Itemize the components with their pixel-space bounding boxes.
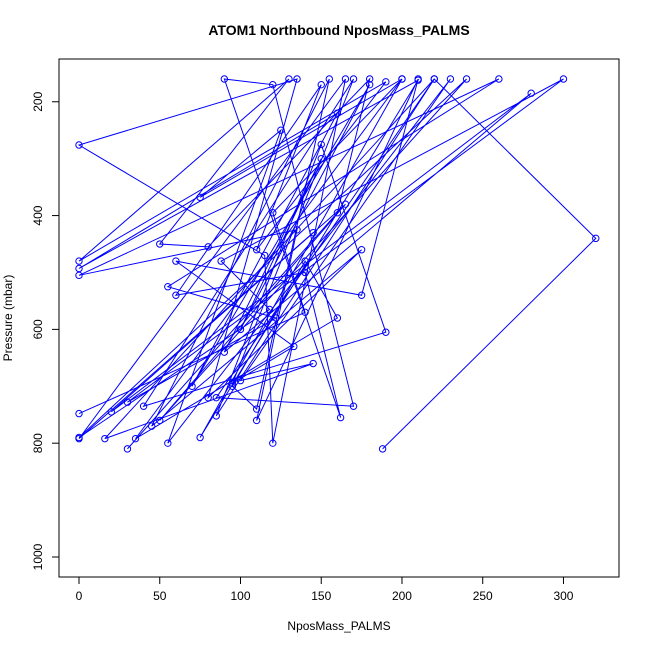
- data-point: [172, 291, 180, 299]
- data-point: [333, 314, 342, 322]
- data-point: [446, 75, 455, 83]
- data-point: [252, 416, 261, 425]
- y-tick-label: 1000: [31, 543, 45, 570]
- data-point: [101, 434, 109, 443]
- x-tick-label: 200: [392, 589, 412, 603]
- data-point: [269, 80, 277, 89]
- data-point: [336, 413, 345, 422]
- data-point: [123, 398, 132, 406]
- y-axis-label: Pressure (mbar): [1, 275, 15, 362]
- data-point: [592, 234, 600, 243]
- data-point: [204, 393, 212, 402]
- data-point: [277, 126, 285, 134]
- data-point: [147, 422, 156, 430]
- data-point: [317, 140, 325, 149]
- data-point: [139, 402, 148, 410]
- data-point: [196, 433, 204, 442]
- axes: 0 50 100 150 200 250 300 200 400 600 800 1000: [31, 58, 620, 603]
- data-point: [349, 402, 358, 410]
- data-point: [164, 439, 172, 447]
- series-group: [75, 75, 600, 453]
- data-point: [261, 251, 269, 260]
- data-point: [495, 75, 503, 83]
- x-tick-label: 100: [230, 589, 250, 603]
- data-point: [309, 359, 317, 368]
- x-axis-label: NposMass_PALMS: [287, 619, 390, 633]
- chart-title: ATOM1 Northbound NposMass_PALMS: [208, 22, 469, 38]
- data-point: [382, 328, 390, 336]
- series-line-2: [77, 77, 451, 450]
- data-point: [414, 75, 422, 83]
- data-point: [365, 80, 374, 89]
- y-tick-label: 800: [31, 433, 45, 453]
- data-point: [527, 89, 535, 97]
- data-point: [164, 283, 172, 291]
- data-point: [349, 75, 358, 83]
- data-point: [107, 408, 115, 416]
- y-tick-label: 400: [31, 205, 45, 225]
- data-point: [293, 75, 301, 83]
- data-point: [212, 393, 220, 402]
- data-point: [75, 141, 83, 149]
- data-point: [325, 75, 334, 83]
- data-point: [317, 154, 325, 163]
- y-tick-label: 200: [31, 91, 45, 111]
- x-tick-label: 300: [553, 589, 573, 603]
- data-point: [196, 193, 204, 202]
- data-point: [309, 228, 317, 237]
- data-point: [75, 271, 83, 280]
- data-point: [269, 439, 277, 447]
- data-point: [378, 445, 387, 453]
- x-tick-label: 250: [473, 589, 493, 603]
- data-point: [75, 257, 83, 265]
- y-tick-label: 600: [31, 319, 45, 339]
- data-point: [204, 243, 212, 251]
- data-point: [559, 75, 568, 83]
- data-point: [236, 325, 245, 334]
- data-point: [365, 75, 374, 83]
- data-point: [285, 75, 293, 83]
- data-point: [398, 75, 406, 83]
- x-tick-label: 50: [153, 589, 167, 603]
- x-tick-label: 150: [311, 589, 331, 603]
- plot-area: [75, 75, 600, 453]
- data-point: [301, 268, 309, 277]
- data-point: [220, 75, 229, 83]
- data-point: [462, 75, 471, 83]
- data-point: [156, 240, 164, 248]
- data-point: [172, 257, 180, 265]
- data-point: [212, 412, 220, 420]
- data-point: [131, 434, 140, 443]
- data-point: [252, 246, 261, 254]
- data-point: [430, 75, 438, 83]
- data-point: [341, 75, 350, 83]
- data-point: [123, 445, 132, 453]
- data-point: [333, 209, 342, 217]
- data-point: [217, 257, 225, 265]
- series-line-1: [78, 78, 597, 450]
- x-tick-label: 0: [76, 589, 83, 603]
- data-point: [75, 409, 83, 418]
- data-point: [317, 80, 325, 89]
- data-point: [75, 434, 83, 443]
- data-point: [357, 246, 366, 254]
- data-point: [357, 291, 366, 299]
- data-point: [382, 78, 390, 86]
- data-point: [301, 257, 309, 265]
- data-point: [252, 405, 261, 413]
- data-point: [228, 382, 237, 390]
- data-point: [236, 376, 245, 385]
